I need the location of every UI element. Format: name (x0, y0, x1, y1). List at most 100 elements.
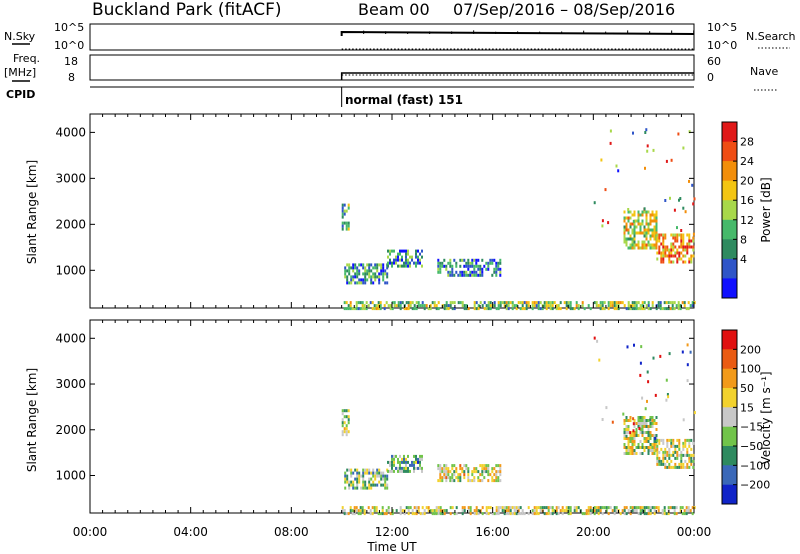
power-cell (646, 149, 649, 153)
power-cell (511, 307, 514, 311)
power-cell (377, 301, 380, 305)
power-cell (670, 248, 673, 252)
power-cell (633, 307, 636, 311)
velocity-cell (521, 512, 524, 516)
power-cell (439, 264, 442, 268)
power-cell (364, 278, 367, 282)
velocity-cell (413, 454, 415, 458)
power-cell (364, 269, 367, 273)
x-axis-label: Time UT (366, 540, 417, 554)
velocity-cell (597, 506, 600, 510)
power-cell (569, 301, 572, 305)
velocity-cell (686, 447, 689, 451)
velocity-cell (439, 470, 442, 474)
power-cell (692, 202, 695, 206)
velocity-cell (371, 506, 374, 510)
velocity-cell (605, 506, 608, 510)
power-colorbar-tick-label: 16 (740, 194, 754, 207)
velocity-cell (676, 444, 679, 448)
power-cell (399, 307, 402, 311)
power-cell (519, 307, 522, 311)
velocity-cell (364, 483, 367, 487)
velocity-cell (647, 425, 650, 428)
power-cell (676, 239, 679, 243)
velocity-cell (654, 393, 657, 397)
velocity-cell (629, 419, 632, 422)
velocity-cell (629, 431, 632, 435)
velocity-cell (493, 467, 496, 471)
velocity-cell (382, 471, 385, 475)
power-cell (347, 304, 350, 308)
velocity-cell (358, 474, 361, 478)
velocity-cell (629, 512, 632, 516)
power-cell (421, 255, 423, 259)
power-cell (515, 304, 518, 308)
power-cell (451, 301, 454, 305)
power-cell (345, 209, 348, 213)
velocity-cell (651, 449, 654, 452)
power-cell (409, 261, 411, 265)
power-cell (415, 249, 417, 253)
velocity-cell (467, 470, 470, 474)
nsky-label: N.Sky (4, 30, 36, 43)
power-cell (667, 307, 670, 311)
velocity-cell (350, 474, 353, 478)
power-cell (360, 278, 363, 282)
power-cell (551, 307, 554, 311)
velocity-cell (417, 457, 419, 461)
velocity-cell (461, 467, 464, 471)
velocity-cell (629, 446, 632, 449)
power-cell (609, 129, 612, 133)
velocity-cell (684, 465, 687, 469)
nsky-panel-frame (89, 23, 695, 51)
power-cell (625, 237, 628, 241)
power-cell (653, 237, 656, 241)
velocity-cell (475, 509, 478, 513)
power-cell (378, 278, 381, 282)
velocity-cell (664, 465, 667, 469)
x-tick-label: 00:00 (677, 525, 712, 539)
velocity-cell (481, 479, 484, 483)
power-cell (543, 301, 546, 305)
power-cell (665, 307, 668, 311)
velocity-cell (670, 459, 673, 463)
velocity-cell (443, 467, 446, 471)
freq-unit: [MHz] (4, 66, 36, 79)
velocity-cell (497, 470, 500, 474)
velocity-cell (649, 434, 652, 437)
power-cell (676, 257, 679, 261)
velocity-cell (427, 509, 430, 513)
power-cell (662, 242, 665, 246)
power-cell (477, 267, 480, 271)
power-cell (417, 258, 419, 262)
velocity-cell (682, 465, 685, 469)
velocity-cell (668, 456, 671, 460)
velocity-cell (668, 447, 671, 451)
power-cell (407, 301, 410, 305)
power-cell (415, 307, 418, 311)
velocity-cell (577, 506, 580, 510)
power-cell (545, 304, 548, 308)
power-cell (437, 270, 440, 274)
power-cell (407, 252, 409, 256)
power-cell (507, 307, 510, 311)
velocity-cell (653, 434, 656, 437)
power-cell (429, 307, 432, 311)
velocity-cell (690, 456, 693, 460)
velocity-cell (382, 474, 385, 478)
velocity-cell (537, 506, 540, 510)
power-cell (631, 301, 634, 305)
velocity-cell (453, 470, 456, 474)
power-cell (632, 219, 635, 223)
power-cell (627, 219, 630, 223)
power-cell (497, 261, 500, 265)
velocity-cell (362, 474, 365, 478)
power-cell (407, 258, 409, 262)
velocity-cell (401, 460, 403, 464)
power-cell (688, 242, 691, 246)
velocity-cell (461, 506, 464, 510)
power-cell (623, 225, 626, 229)
power-cell (419, 252, 421, 256)
velocity-cell (658, 441, 661, 445)
